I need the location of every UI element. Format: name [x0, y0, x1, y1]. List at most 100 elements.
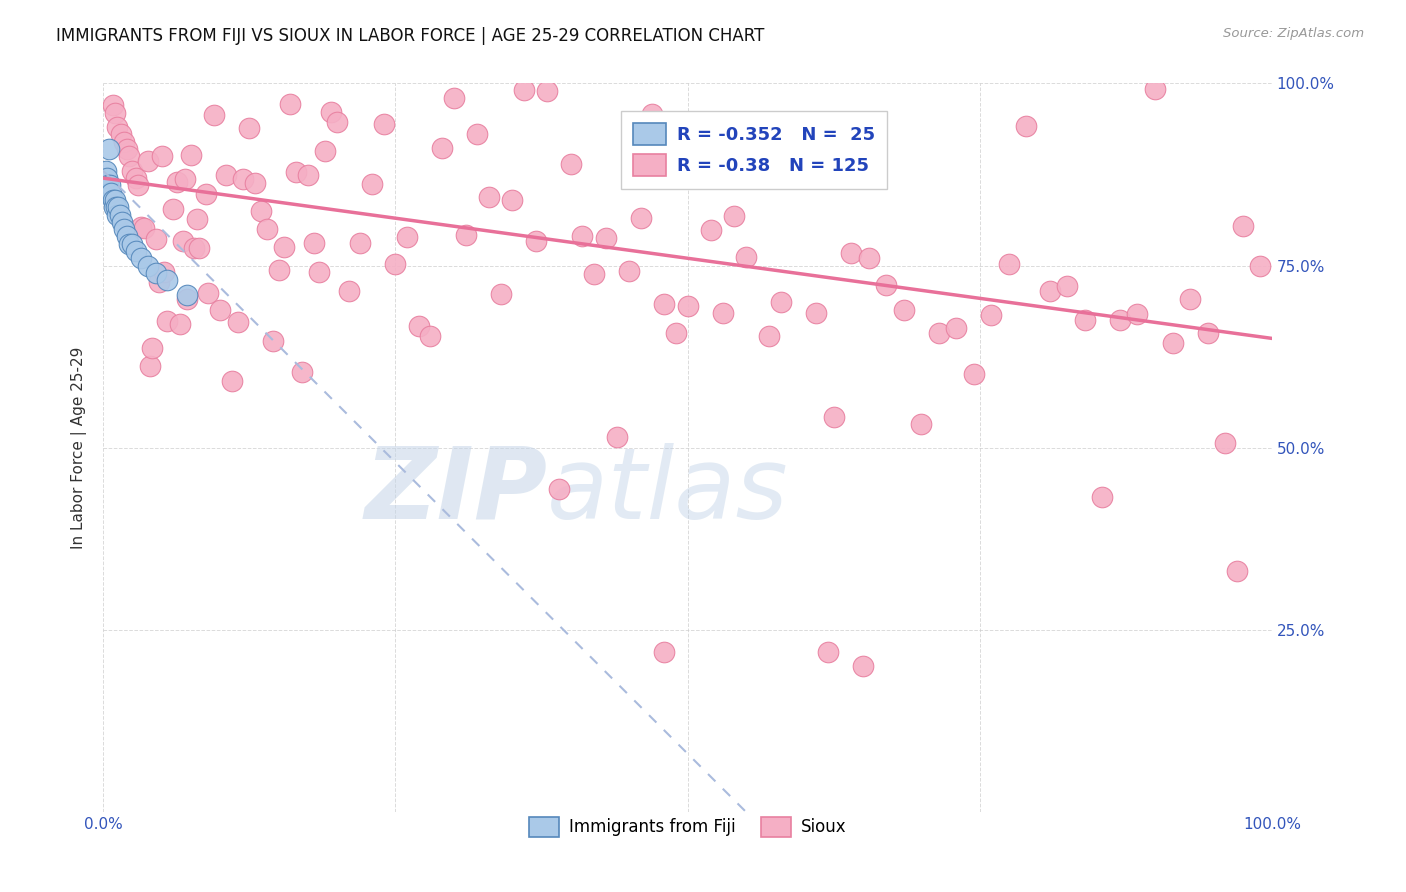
Text: Source: ZipAtlas.com: Source: ZipAtlas.com [1223, 27, 1364, 40]
Point [256, 222, 278, 236]
Text: atlas: atlas [547, 442, 789, 540]
Point [630, 211, 652, 225]
Point [176, 287, 198, 301]
Point [1197, 326, 1219, 340]
Point [101, 98, 124, 112]
Point [1144, 82, 1167, 96]
Point [384, 256, 406, 270]
Point [111, 215, 134, 229]
Point [700, 223, 723, 237]
Point [1249, 259, 1271, 273]
Point [711, 306, 734, 320]
Point [112, 135, 135, 149]
Point [215, 168, 238, 182]
Point [308, 265, 330, 279]
Point [105, 200, 128, 214]
Point [839, 245, 862, 260]
Point [501, 193, 523, 207]
Point [105, 208, 128, 222]
Point [1161, 336, 1184, 351]
Point [176, 292, 198, 306]
Point [115, 229, 138, 244]
Point [127, 178, 149, 193]
Point [136, 259, 159, 273]
Point [100, 186, 122, 200]
Point [396, 230, 419, 244]
Point [262, 334, 284, 349]
Point [98, 142, 121, 156]
Point [96, 171, 118, 186]
Point [134, 220, 156, 235]
Point [186, 211, 208, 226]
Point [536, 84, 558, 98]
Point [121, 236, 143, 251]
Point [103, 200, 125, 214]
Point [489, 286, 512, 301]
Point [1126, 307, 1149, 321]
Point [928, 326, 950, 340]
Point [197, 285, 219, 300]
Point [419, 329, 441, 343]
Point [108, 208, 131, 222]
Point [998, 257, 1021, 271]
Point [160, 62, 183, 76]
Point [326, 115, 349, 129]
Point [1178, 292, 1201, 306]
Point [180, 147, 202, 161]
Point [98, 186, 121, 200]
Point [166, 175, 188, 189]
Point [1226, 565, 1249, 579]
Point [129, 220, 152, 235]
Point [1056, 279, 1078, 293]
Point [110, 128, 132, 142]
Point [150, 149, 173, 163]
Point [875, 278, 897, 293]
Point [115, 142, 138, 156]
Point [148, 275, 170, 289]
Point [191, 62, 214, 76]
Point [454, 227, 477, 242]
Point [1015, 119, 1038, 133]
Point [617, 264, 640, 278]
Point [583, 267, 606, 281]
Point [125, 244, 148, 258]
Point [1039, 285, 1062, 299]
Text: IMMIGRANTS FROM FIJI VS SIOUX IN LABOR FORCE | AGE 25-29 CORRELATION CHART: IMMIGRANTS FROM FIJI VS SIOUX IN LABOR F… [56, 27, 765, 45]
Point [524, 234, 547, 248]
Point [202, 108, 225, 122]
Point [302, 236, 325, 251]
Point [641, 106, 664, 120]
Point [858, 252, 880, 266]
Point [195, 186, 218, 201]
Point [770, 295, 793, 310]
Point [723, 209, 745, 223]
Point [945, 320, 967, 334]
Point [337, 285, 360, 299]
Y-axis label: In Labor Force | Age 25-29: In Labor Force | Age 25-29 [72, 346, 87, 549]
Point [1109, 313, 1132, 327]
Point [145, 266, 167, 280]
Point [735, 250, 758, 264]
Point [105, 120, 128, 135]
Point [817, 645, 839, 659]
Point [314, 144, 336, 158]
Point [174, 172, 197, 186]
Point [349, 235, 371, 250]
Point [136, 154, 159, 169]
Legend: Immigrants from Fiji, Sioux: Immigrants from Fiji, Sioux [522, 810, 853, 844]
Point [118, 236, 141, 251]
Point [560, 157, 582, 171]
Point [125, 171, 148, 186]
Text: ZIP: ZIP [364, 442, 547, 540]
Point [112, 222, 135, 236]
Point [297, 169, 319, 183]
Point [980, 308, 1002, 322]
Point [513, 83, 536, 97]
Point [910, 417, 932, 432]
Point [97, 178, 120, 193]
Point [1091, 490, 1114, 504]
Point [278, 96, 301, 111]
Point [430, 141, 453, 155]
Point [162, 202, 184, 216]
Point [232, 171, 254, 186]
